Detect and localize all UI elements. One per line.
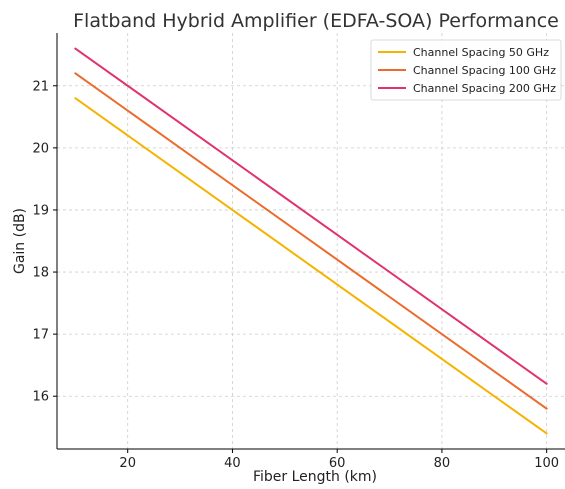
x-tick-label: 100 (534, 456, 559, 471)
y-tick-label: 18 (32, 266, 49, 281)
y-tick-label: 21 (32, 79, 49, 94)
legend-label-1: Channel Spacing 100 GHz (413, 64, 556, 77)
x-tick-label: 60 (329, 456, 346, 471)
y-axis-label: Gain (dB) (12, 208, 28, 274)
series-line-2 (74, 47, 548, 385)
x-tick-label: 20 (119, 456, 136, 471)
grid (57, 33, 565, 449)
x-axis-label: Fiber Length (km) (253, 469, 377, 485)
y-tick-label: 16 (32, 390, 49, 405)
legend-box (370, 39, 562, 101)
series-lines (74, 47, 548, 435)
legend-label-0: Channel Spacing 50 GHz (413, 46, 549, 59)
series-line-1 (74, 72, 548, 410)
x-ticks: 20 40 60 80 100 (119, 449, 559, 471)
legend: Channel Spacing 50 GHz Channel Spacing 10… (370, 39, 562, 101)
series-line-0 (74, 97, 548, 435)
x-tick-label: 40 (224, 456, 241, 471)
axes (56, 33, 565, 450)
y-tick-label: 19 (32, 203, 49, 218)
legend-label-2: Channel Spacing 200 GHz (413, 82, 556, 95)
x-tick-label: 80 (434, 456, 451, 471)
y-ticks: 16 17 18 19 20 21 (32, 79, 57, 405)
y-tick-label: 17 (32, 328, 49, 343)
y-tick-label: 20 (32, 141, 49, 156)
chart-title: Flatband Hybrid Amplifier (EDFA-SOA) Per… (73, 10, 559, 32)
